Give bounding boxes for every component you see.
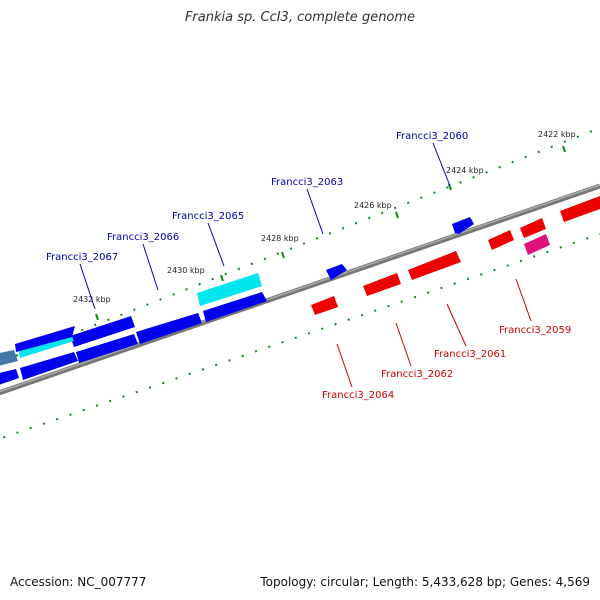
forward-strand-genes — [0, 217, 474, 388]
map-title: Frankia sp. CcI3, complete genome — [184, 10, 416, 25]
reverse-gene-2059-a[interactable] — [488, 230, 514, 250]
scale-label: 2422 kbp — [538, 130, 576, 139]
reverse-gene-2059[interactable] — [524, 234, 550, 255]
scale-label: 2424 kbp — [446, 166, 484, 175]
forward-gene-2072[interactable] — [0, 369, 19, 388]
forward-gene-2067[interactable] — [70, 316, 135, 347]
forward-gene-labels: Francci3_2060 Francci3_2063 Francci3_206… — [46, 131, 468, 263]
accession-text: Accession: NC_007777 — [10, 575, 147, 589]
reverse-gene-labels: Francci3_2059 Francci3_2061 Francci3_206… — [322, 325, 571, 401]
gene-label-2059: Francci3_2059 — [499, 325, 571, 336]
gene-label-2065: Francci3_2065 — [172, 211, 244, 222]
forward-gene-2066[interactable] — [136, 313, 202, 344]
forward-gene-2063[interactable] — [326, 264, 347, 280]
forward-leader-lines — [79, 142, 451, 310]
forward-gene-2069[interactable] — [15, 326, 75, 352]
scale-label: 2426 kbp — [354, 201, 392, 210]
gene-label-2060: Francci3_2060 — [396, 131, 468, 142]
reverse-gene-2058[interactable] — [560, 196, 600, 222]
reverse-gene-2059-b[interactable] — [520, 218, 546, 238]
reverse-strand-genes — [311, 196, 600, 315]
forward-gene-2071[interactable] — [0, 350, 18, 368]
scale-label: 2430 kbp — [167, 266, 205, 275]
forward-gene-2068[interactable] — [76, 334, 138, 363]
forward-gene-2065[interactable] — [197, 273, 262, 306]
gene-label-2061: Francci3_2061 — [434, 349, 506, 360]
gene-label-2063: Francci3_2063 — [271, 177, 343, 188]
reverse-gene-2062[interactable] — [363, 273, 401, 296]
forward-gene-2070[interactable] — [20, 352, 78, 380]
scale-label: 2428 kbp — [261, 234, 299, 243]
gene-label-2067: Francci3_2067 — [46, 252, 118, 263]
forward-gene-2065-lower[interactable] — [203, 292, 267, 322]
forward-gene-2060[interactable] — [452, 217, 474, 234]
gene-label-2066: Francci3_2066 — [107, 232, 179, 243]
genome-backbone — [0, 183, 600, 396]
reverse-gene-2064[interactable] — [311, 296, 338, 315]
inner-tick-track — [0, 233, 600, 440]
reverse-gene-2061[interactable] — [408, 251, 461, 280]
gene-label-2062: Francci3_2062 — [381, 369, 453, 380]
gene-label-2064: Francci3_2064 — [322, 390, 394, 401]
reverse-leader-lines — [336, 278, 532, 388]
scale-labels: 2422 kbp 2424 kbp 2426 kbp 2428 kbp 2430… — [73, 130, 576, 304]
genome-summary-text: Topology: circular; Length: 5,433,628 bp… — [260, 575, 590, 589]
